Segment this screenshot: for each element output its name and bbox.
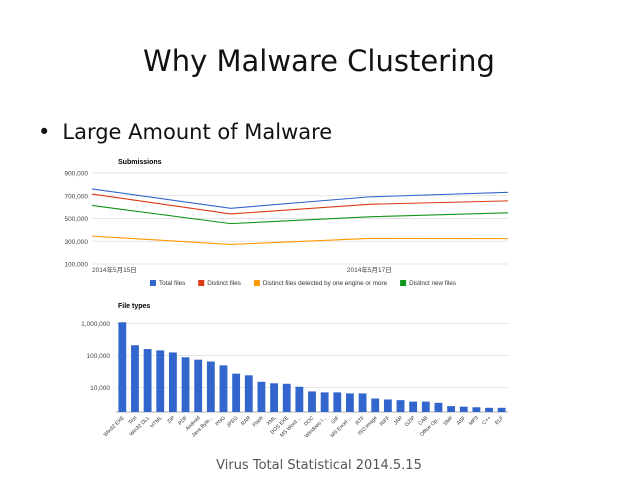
legend-label: Distinct new files [409,280,456,287]
bullet-dot: • [38,120,51,144]
y-tick-label: 500,000 [65,216,89,223]
x-tick-label: DOS EXE [270,415,291,436]
x-tick-label: Win32 EXE [103,415,126,438]
bar [194,359,203,412]
y-tick-label: 700,000 [65,193,89,200]
x-tick-label: RTF [355,415,366,426]
x-tick-label: CAB [417,415,429,427]
bar [358,393,367,412]
bar [143,349,152,412]
x-tick-label: ZIP [166,415,176,425]
legend-label: Distinct files [207,280,241,287]
bar [333,392,342,412]
x-tick-label: Office Op... [419,415,442,438]
bar [472,407,481,412]
x-tick-label: Win32 DLL [129,415,151,437]
y-tick-label: 100,000 [65,262,89,269]
bar [118,322,127,412]
x-tick-label: DOC [303,415,316,428]
bar [346,393,354,412]
x-tick-label: Java Byte... [191,415,214,438]
bar [308,391,316,412]
series-line [91,204,509,225]
x-tick-label: Android [185,415,202,432]
bar [282,383,291,412]
submissions-title: Submissions [118,159,162,166]
x-tick-label: RIFF [379,415,391,427]
x-tick-label: MS Excel ... [330,415,354,439]
x-tick-label: PNG [215,415,227,427]
x-tick-label: SMF [443,415,455,427]
x-tick-label: C++ [481,415,492,426]
bullet-text: Large Amount of Malware [62,120,333,144]
bar [156,350,165,412]
x-tick-label: MP3 [468,415,480,427]
x-tick-label: 2014年5月17日 [347,265,392,274]
bar [232,373,241,412]
bar [320,392,329,412]
x-tick-label: XML [266,415,278,427]
bar [206,361,215,412]
bar [485,407,493,412]
bar [409,401,418,412]
y-tick-label: 300,000 [65,239,89,246]
bar [244,375,253,412]
series-line [91,188,509,209]
legend-label: Distinct files detected by one engine or… [263,280,388,287]
x-tick-label: GIF [330,415,340,425]
x-tick-label: ISO image [357,415,379,437]
x-tick-label: JPEG [226,415,240,429]
legend-swatch [150,280,156,286]
bar [270,383,278,412]
x-tick-label: MS Word ... [279,415,303,439]
bar [383,399,392,412]
x-tick-label: RAR [240,415,252,427]
x-tick-label: 2014年5月15日 [92,265,137,274]
bar [131,345,139,412]
x-tick-label: Text [127,415,138,426]
filetypes-title: File types [118,303,150,310]
y-tick-label: 10,000 [90,385,110,392]
legend-swatch [253,280,260,286]
legend-swatch [400,280,407,286]
series-line [91,235,509,245]
bar [168,352,177,412]
bar [497,407,506,412]
x-tick-label: ASF [456,415,467,426]
bar [434,402,443,412]
bar [257,381,266,412]
x-tick-label: Flash [252,415,265,428]
bar [295,386,304,412]
bar [459,406,468,412]
legend-swatch [198,280,205,286]
legend-label: Total files [159,280,185,287]
y-tick-label: 100,000 [87,353,111,360]
bar [371,398,380,412]
x-tick-label: Windows I... [304,415,328,439]
bar [219,365,228,412]
bullet-item: • Large Amount of Malware [38,120,332,144]
slide-title: Why Malware Clustering [143,44,495,78]
slide-caption: Virus Total Statistical 2014.5.15 [216,458,422,473]
bar [396,400,405,412]
x-tick-label: HTML [149,415,163,429]
bar [181,357,190,412]
x-tick-label: ELF [494,415,505,426]
y-tick-label: 1,000,000 [81,321,110,328]
x-tick-label: JAR [393,415,404,426]
series-line [91,193,509,215]
y-tick-label: 900,000 [65,171,89,178]
x-tick-label: GZIP [404,415,417,428]
bar [421,401,430,412]
x-tick-label: PDF [177,415,189,427]
bar [447,406,456,412]
